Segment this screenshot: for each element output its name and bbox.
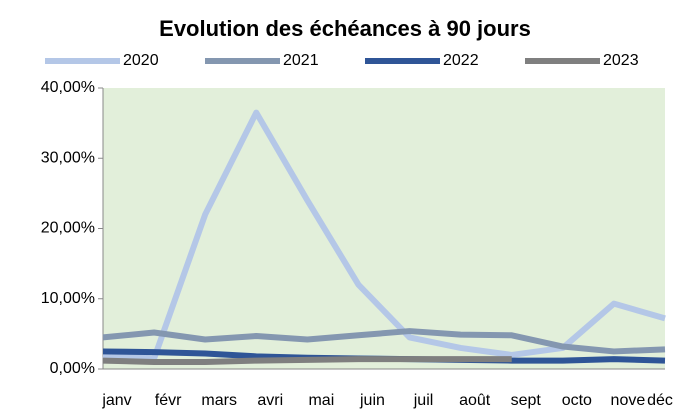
legend-label: 2021 <box>283 52 319 69</box>
y-tick-label: 0,00% <box>50 360 95 377</box>
x-tick-label: mai <box>308 392 334 409</box>
plot-area <box>103 88 665 369</box>
x-tick-label: juin <box>359 392 385 409</box>
x-tick-label: févr <box>155 392 182 409</box>
y-tick-label: 10,00% <box>41 290 95 307</box>
series-line <box>102 356 512 365</box>
chart-title: Evolution des échéances à 90 jours <box>159 16 531 41</box>
y-tick-label: 20,00% <box>41 220 95 237</box>
x-tick-label: octo <box>562 392 592 409</box>
x-tick-label: août <box>459 392 491 409</box>
x-tick-label: nove <box>611 392 646 409</box>
series-line <box>102 328 666 355</box>
series-line <box>102 109 666 362</box>
x-tick-label: sept <box>511 392 542 409</box>
x-tick-label: avri <box>257 392 283 409</box>
legend-label: 2022 <box>443 52 479 69</box>
y-tick-label: 40,00% <box>41 79 95 96</box>
y-tick-label: 30,00% <box>41 149 95 166</box>
x-tick-label: janv <box>101 392 131 409</box>
x-tick-label: déc <box>647 392 673 409</box>
legend-label: 2020 <box>123 52 159 69</box>
x-tick-label: mars <box>201 392 237 409</box>
legend-label: 2023 <box>603 52 639 69</box>
x-tick-label: juil <box>413 392 434 409</box>
